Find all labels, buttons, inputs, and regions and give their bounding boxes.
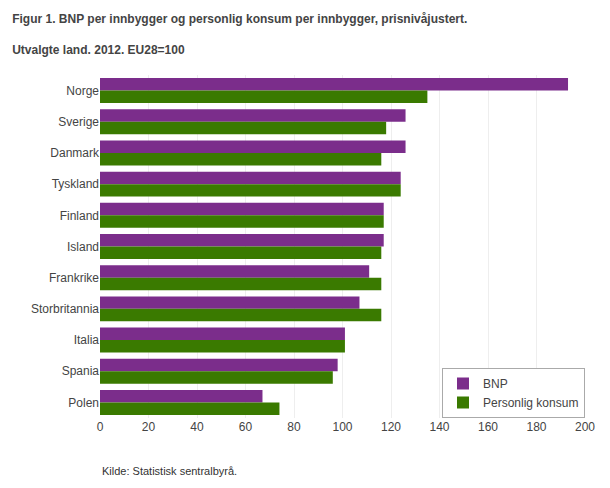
svg-text:Frankrike: Frankrike (49, 271, 99, 285)
svg-text:20: 20 (142, 420, 156, 434)
svg-text:0: 0 (97, 420, 104, 434)
svg-text:80: 80 (287, 420, 301, 434)
svg-text:Polen: Polen (68, 396, 99, 410)
svg-text:Tyskland: Tyskland (52, 177, 99, 191)
svg-text:Sverige: Sverige (58, 115, 99, 129)
svg-text:Storbritannia: Storbritannia (31, 302, 99, 316)
svg-text:160: 160 (478, 420, 498, 434)
svg-text:Figur 1. BNP per innbygger og: Figur 1. BNP per innbygger og personlig … (12, 12, 467, 26)
svg-text:Utvalgte land. 2012. EU28=100: Utvalgte land. 2012. EU28=100 (12, 43, 185, 57)
svg-text:200: 200 (575, 420, 595, 434)
svg-text:Personlig konsum: Personlig konsum (483, 396, 578, 410)
svg-text:140: 140 (429, 420, 449, 434)
svg-text:60: 60 (239, 420, 253, 434)
svg-text:Danmark: Danmark (50, 146, 100, 160)
svg-text:40: 40 (190, 420, 204, 434)
svg-text:BNP: BNP (483, 377, 508, 391)
svg-text:Kilde: Statistisk sentralbyrå.: Kilde: Statistisk sentralbyrå. (102, 465, 237, 477)
svg-text:Island: Island (67, 240, 99, 254)
svg-text:180: 180 (526, 420, 546, 434)
svg-text:Italia: Italia (74, 333, 100, 347)
svg-text:100: 100 (332, 420, 352, 434)
svg-text:Finland: Finland (60, 209, 99, 223)
svg-text:Norge: Norge (66, 84, 99, 98)
svg-text:120: 120 (381, 420, 401, 434)
svg-text:Spania: Spania (62, 364, 100, 378)
